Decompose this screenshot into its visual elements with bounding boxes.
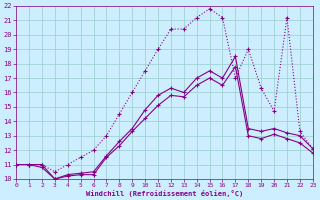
X-axis label: Windchill (Refroidissement éolien,°C): Windchill (Refroidissement éolien,°C) [86,190,243,197]
